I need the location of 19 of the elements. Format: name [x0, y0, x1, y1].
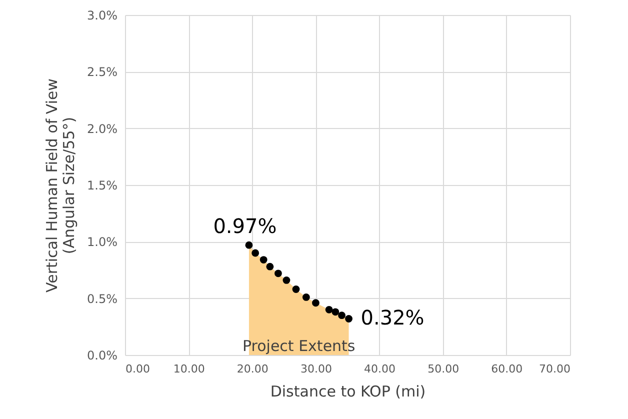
x-tick-label: 30.00 [300, 362, 332, 376]
x-tick-label: 50.00 [428, 362, 460, 376]
data-label: 0.32% [360, 306, 424, 330]
x-tick-label: 70.00 [539, 362, 570, 376]
y-tick-label: 2.0% [87, 122, 118, 136]
x-tick-label: 10.00 [173, 362, 205, 376]
y-tick-label: 1.0% [87, 235, 118, 250]
x-tick-label: 0.00 [126, 362, 150, 376]
y-axis-title: Vertical Human Field of View (Angular Size/55°) [43, 78, 78, 292]
y-tick-label: 0.0% [87, 348, 118, 362]
x-tick-label: 20.00 [236, 362, 268, 376]
x-tick-label: 60.00 [491, 362, 523, 376]
y-tick-label: 2.5% [87, 65, 118, 80]
y-tick-label: 3.0% [87, 8, 118, 22]
y-tick-label: 0.5% [87, 292, 118, 306]
x-axis-title: Distance to KOP (mi) [270, 382, 426, 400]
y-tick-label: 1.5% [87, 178, 118, 192]
data-label: 0.97% [213, 214, 277, 238]
x-tick-label: 40.00 [364, 362, 396, 376]
